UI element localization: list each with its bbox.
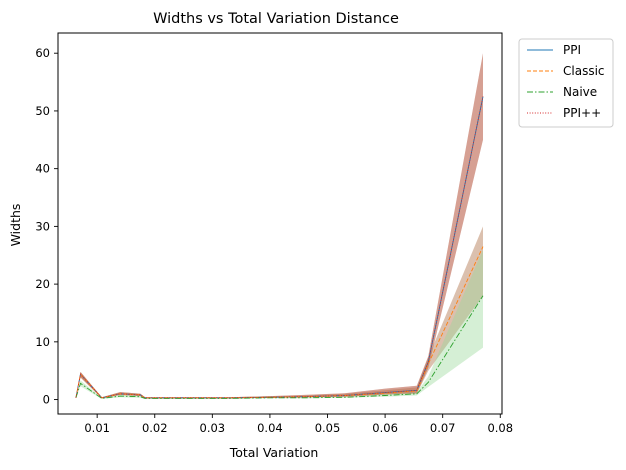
legend-label: Classic bbox=[563, 64, 605, 78]
confidence-bands bbox=[75, 53, 484, 399]
legend-label: PPI++ bbox=[563, 106, 601, 120]
y-axis-label: Widths bbox=[8, 204, 23, 247]
legend-label: PPI bbox=[563, 43, 581, 57]
y-tick-label: 60 bbox=[35, 46, 50, 60]
x-tick-label: 0.03 bbox=[200, 421, 226, 435]
x-tick-label: 0.06 bbox=[372, 421, 398, 435]
x-tick-label: 0.08 bbox=[487, 421, 513, 435]
series-lines bbox=[75, 96, 484, 399]
line-series-2 bbox=[75, 295, 484, 399]
band-series-3 bbox=[75, 53, 484, 399]
line-series-0 bbox=[75, 96, 484, 399]
y-tick-label: 0 bbox=[43, 393, 50, 407]
y-tick-label: 10 bbox=[35, 335, 50, 349]
x-tick-label: 0.05 bbox=[315, 421, 341, 435]
y-tick-label: 50 bbox=[35, 104, 50, 118]
x-axis-label: Total Variation bbox=[229, 445, 319, 460]
band-series-0 bbox=[75, 53, 484, 399]
y-tick-label: 20 bbox=[35, 277, 50, 291]
legend-box bbox=[518, 38, 614, 128]
line-series-3 bbox=[75, 96, 484, 399]
y-tick-label: 30 bbox=[35, 219, 50, 233]
y-axis-ticks: 0 10 20 30 40 50 60 bbox=[35, 46, 58, 407]
x-tick-label: 0.07 bbox=[430, 421, 456, 435]
plot-area-frame bbox=[57, 32, 503, 415]
legend-label: Naive bbox=[563, 85, 597, 99]
y-tick-label: 40 bbox=[35, 162, 50, 176]
x-axis-ticks: 0.01 0.02 0.03 0.04 0.05 0.06 0.07 0.08 bbox=[84, 414, 513, 435]
x-tick-label: 0.02 bbox=[142, 421, 168, 435]
chart-title: Widths vs Total Variation Distance bbox=[153, 11, 399, 27]
x-tick-label: 0.01 bbox=[84, 421, 110, 435]
x-tick-label: 0.04 bbox=[257, 421, 283, 435]
line-series-1 bbox=[75, 246, 484, 399]
chart-legend: PPI Classic Naive PPI++ bbox=[518, 38, 614, 128]
